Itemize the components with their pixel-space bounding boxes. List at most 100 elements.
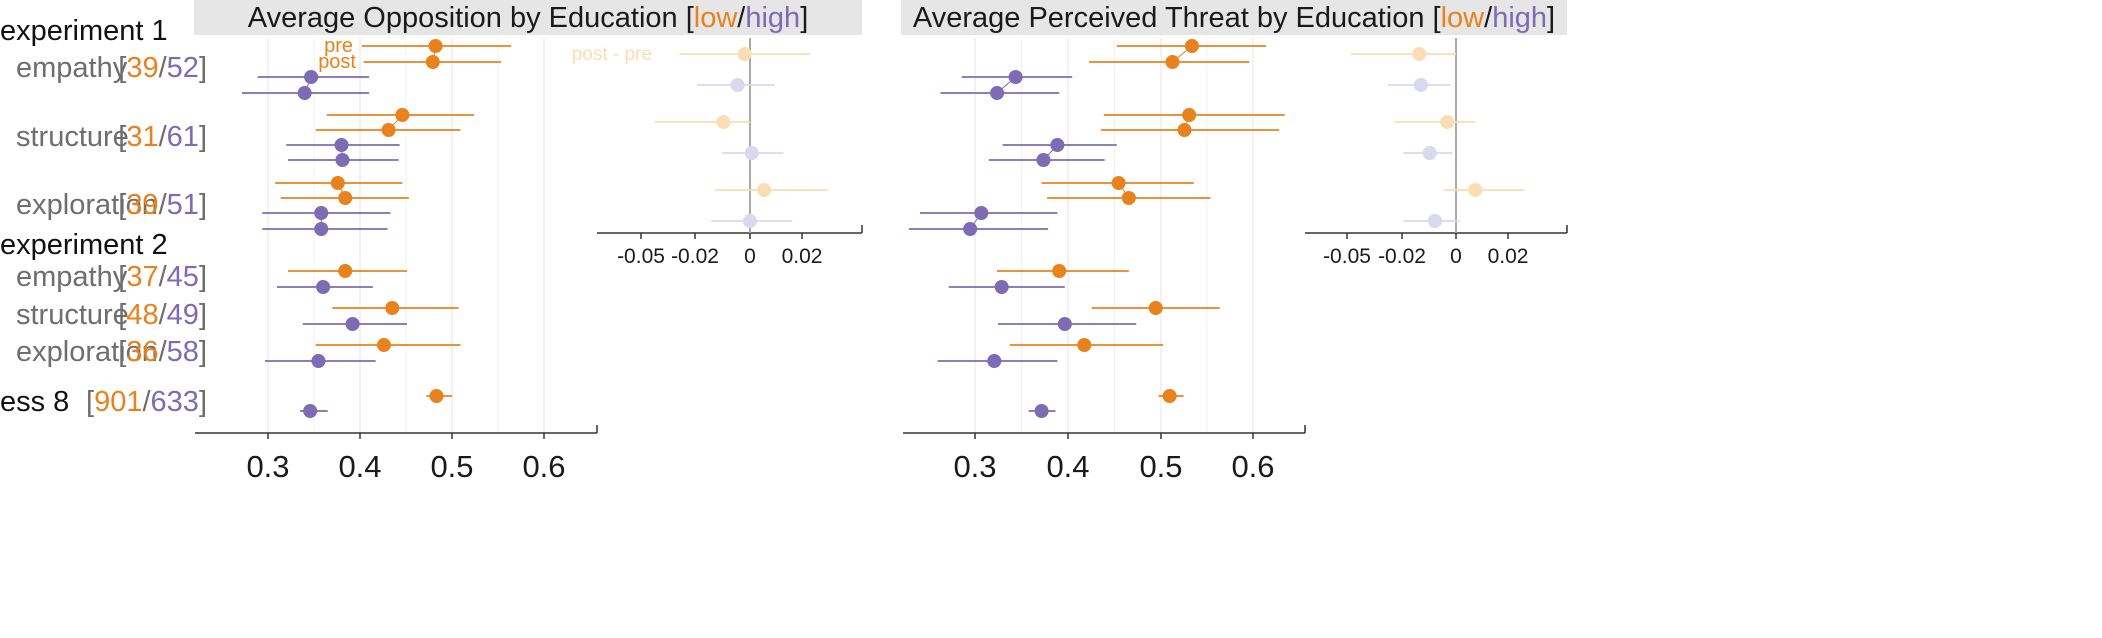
n-low: 31: [126, 121, 158, 153]
diff-point-high: [744, 146, 759, 160]
point-high: [987, 354, 1002, 368]
point-low: [428, 39, 443, 53]
diff-point-high: [1427, 214, 1442, 228]
point-high: [316, 280, 331, 294]
point-low: [1182, 108, 1197, 122]
diff-x-tick-label: 0: [1450, 245, 1462, 268]
point-high: [335, 153, 350, 167]
main-x-tick-label: 0.3: [953, 449, 996, 484]
bracket-open: [: [118, 261, 126, 293]
row-label-2: structure: [16, 121, 129, 153]
point-low: [1121, 191, 1136, 205]
point-low: [338, 191, 353, 205]
n-low: 39: [126, 52, 158, 84]
point-high: [334, 138, 349, 152]
row-label-6: exploration: [16, 336, 158, 368]
n-low: 36: [126, 336, 158, 368]
bracket-close: ]: [199, 386, 207, 418]
point-high: [303, 404, 318, 418]
n-low: 39: [126, 189, 158, 221]
main-x-tick-label: 0.6: [1231, 449, 1274, 484]
chart-title-bar: [901, 0, 1567, 35]
bracket-open: [: [118, 121, 126, 153]
n-high: 51: [167, 189, 199, 221]
diff-point-low: [1440, 115, 1455, 129]
row-label-3: exploration: [16, 189, 158, 221]
row-sample-size-3: [39/51]: [118, 189, 207, 221]
diff-point-high: [1422, 146, 1437, 160]
bracket-close: ]: [199, 261, 207, 293]
diff-legend-label: post - pre: [572, 44, 652, 65]
chart-title-prefix: Average Opposition by Education [: [248, 2, 694, 34]
slash: /: [159, 261, 168, 293]
diff-x-tick-label: -0.05: [1323, 245, 1371, 268]
chart-title-high: high: [745, 2, 800, 34]
chart-title-high: high: [1492, 2, 1547, 34]
diff-point-low: [737, 47, 752, 61]
chart-title-sep: /: [737, 2, 746, 34]
point-high: [1008, 70, 1023, 84]
chart-title-bar: [194, 0, 862, 35]
row-sample-size-7: [901/633]: [86, 386, 207, 418]
point-high: [974, 206, 989, 220]
chart-title-prefix: Average Perceived Threat by Education [: [913, 2, 1441, 34]
bracket-close: ]: [199, 121, 207, 153]
point-low: [429, 389, 444, 403]
point-high: [314, 222, 329, 236]
diff-point-low: [1412, 47, 1427, 61]
bracket-close: ]: [199, 299, 207, 331]
diff-x-tick-label: 0: [744, 245, 756, 268]
row-label-7: ess 8: [0, 386, 69, 418]
diff-point-low: [1468, 183, 1483, 197]
panels-layer: Average Opposition by Education [low/hig…: [194, 0, 1568, 484]
main-x-tick-label: 0.6: [522, 449, 565, 484]
chart-title-sep: /: [1484, 2, 1493, 34]
n-high: 52: [167, 52, 199, 84]
point-high: [963, 222, 978, 236]
point-low: [1177, 123, 1192, 137]
point-low: [395, 108, 410, 122]
diff-x-tick-label: 0.02: [782, 245, 823, 268]
chart-title: Average Perceived Threat by Education [l…: [913, 2, 1555, 34]
point-high: [1057, 317, 1072, 331]
point-low: [1052, 264, 1067, 278]
row-sample-size-6: [36/58]: [118, 336, 207, 368]
diff-x-tick-label: -0.05: [617, 245, 665, 268]
legend-pre: pre: [324, 35, 353, 57]
section-experiment-2: experiment 2: [0, 229, 168, 261]
point-high: [990, 86, 1005, 100]
main-x-tick-label: 0.4: [1046, 449, 1089, 484]
point-high: [345, 317, 360, 331]
point-high: [297, 86, 312, 100]
point-low: [381, 123, 396, 137]
row-sample-size-4: [37/45]: [118, 261, 207, 293]
diff-point-high: [730, 78, 745, 92]
main-x-tick-label: 0.3: [246, 449, 289, 484]
chart-panel-2: Average Perceived Threat by Education [l…: [901, 0, 1568, 484]
bracket-open: [: [118, 299, 126, 331]
point-low: [1184, 39, 1199, 53]
main-x-tick-label: 0.5: [1139, 449, 1182, 484]
point-high: [1034, 404, 1049, 418]
row-sample-size-2: [31/61]: [118, 121, 207, 153]
main-x-tick-label: 0.5: [430, 449, 473, 484]
point-high: [1036, 153, 1051, 167]
bracket-open: [: [118, 189, 126, 221]
row-sample-size-1: [39/52]: [118, 52, 207, 84]
bracket-close: ]: [199, 189, 207, 221]
point-high: [994, 280, 1009, 294]
point-low: [376, 338, 391, 352]
diff-point-high: [1413, 78, 1428, 92]
bracket-open: [: [118, 52, 126, 84]
chart-title-suffix: ]: [1547, 2, 1555, 34]
slash: /: [159, 189, 168, 221]
row-sample-size-5: [48/49]: [118, 299, 207, 331]
n-high: 58: [167, 336, 199, 368]
point-high: [314, 206, 329, 220]
chart-title-low: low: [1441, 2, 1486, 34]
n-high: 45: [167, 261, 199, 293]
section-experiment-1: experiment 1: [0, 15, 168, 47]
point-high: [304, 70, 319, 84]
